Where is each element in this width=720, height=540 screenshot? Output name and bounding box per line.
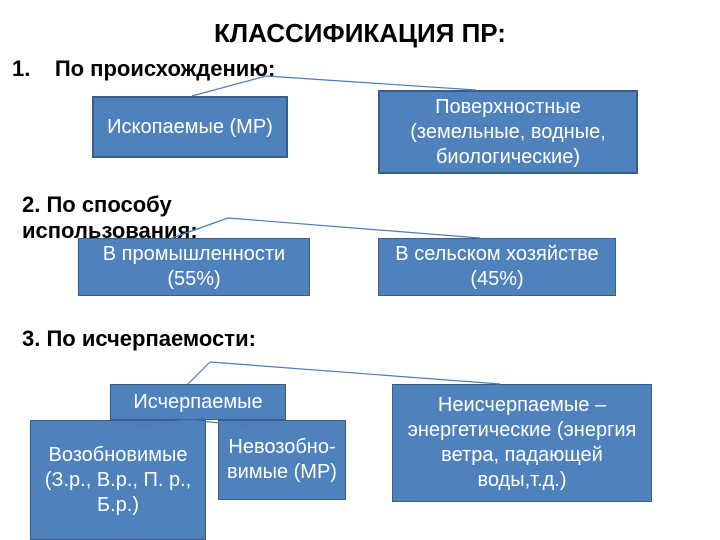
box-renew: Возобновимые (З.р., В.р., П. р., Б.р.) [30, 420, 206, 540]
box-surface: Поверхностные (земельные, водные, биолог… [378, 90, 638, 174]
box-fossil-label: Ископаемые (МР) [107, 115, 273, 140]
box-nonrenew: Невозобно-вимые (МР) [218, 420, 346, 500]
section-number-1: 1. [12, 56, 30, 81]
section-text-1: По происхождению: [55, 56, 276, 81]
box-inexhaust: Неисчерпаемые – энергетические (энергия … [392, 384, 652, 502]
box-agri-label: В сельском хозяйстве (45%) [385, 242, 609, 292]
section-heading-3: 3. По исчерпаемости: [22, 326, 322, 352]
section-heading-1: 1. По происхождению: [12, 56, 372, 82]
section-text-3: 3. По исчерпаемости: [22, 326, 256, 351]
box-exhaust: Исчерпаемые [110, 384, 286, 420]
box-nonrenew-label: Невозобно-вимые (МР) [225, 435, 339, 485]
box-fossil: Ископаемые (МР) [92, 96, 288, 158]
box-agri: В сельском хозяйстве (45%) [378, 238, 616, 296]
box-inexhaust-label: Неисчерпаемые – энергетические (энергия … [399, 393, 645, 493]
section-text-2: 2. По способу использования: [22, 192, 198, 243]
box-industry-label: В промышленности (55%) [85, 242, 303, 292]
page-title: КЛАССИФИКАЦИЯ ПР: [0, 18, 720, 49]
section-heading-2: 2. По способу использования: [22, 192, 342, 244]
box-surface-label: Поверхностные (земельные, водные, биолог… [386, 95, 630, 170]
box-renew-label: Возобновимые (З.р., В.р., П. р., Б.р.) [37, 443, 199, 518]
box-exhaust-label: Исчерпаемые [133, 390, 262, 415]
box-industry: В промышленности (55%) [78, 238, 310, 296]
